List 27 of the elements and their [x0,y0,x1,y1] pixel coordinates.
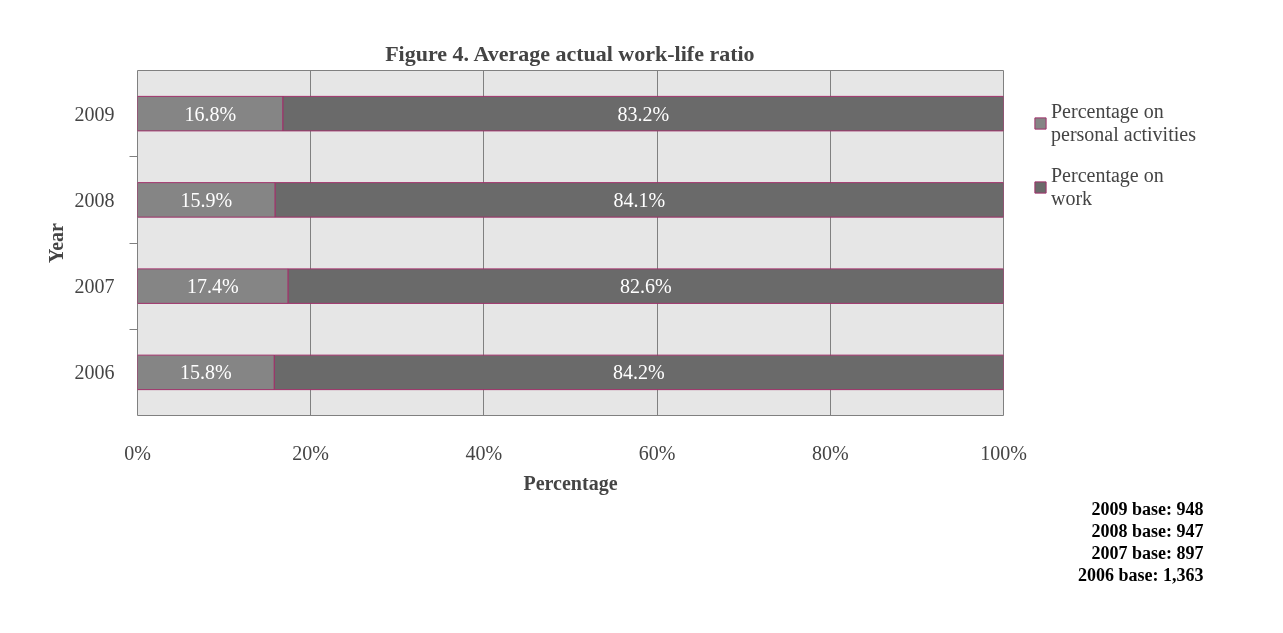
x-tick-label: 20% [292,441,330,464]
y-tick-label: 2006 [74,361,115,384]
x-tick-label: 40% [465,441,503,464]
x-tick-label: 60% [638,441,676,464]
text: 2007 base: 897 [1091,542,1204,563]
x-tick-label: 100% [980,441,1027,464]
data-label: 82.6% [620,275,672,298]
data-label: 15.9% [180,188,233,211]
data-label: 16.8% [184,102,237,125]
data-label: 83.2% [617,102,670,125]
data-label: 84.1% [613,188,666,211]
data-label: 17.4% [187,275,239,298]
chart-title: Figure 4. Average actual work-life ratio [385,40,755,66]
y-tick-label: 2008 [74,188,115,211]
y-tick-label: 2009 [74,102,115,125]
text: 2006 base: 1,363 [1078,564,1204,585]
text: 2009 base: 948 [1091,498,1204,519]
x-tick-label: 80% [811,441,849,464]
x-tick-label: 0% [124,441,151,464]
text: 2008 base: 947 [1091,520,1204,541]
x-axis-title: Percentage [523,471,618,495]
y-axis-title: Year [44,222,67,263]
data-label: 15.8% [180,361,232,384]
legend-label: Percentage on personal activities [1051,100,1196,146]
legend-label: Percentage on work [1051,164,1164,210]
data-label: 84.2% [613,361,665,384]
y-tick-label: 2007 [74,275,115,298]
